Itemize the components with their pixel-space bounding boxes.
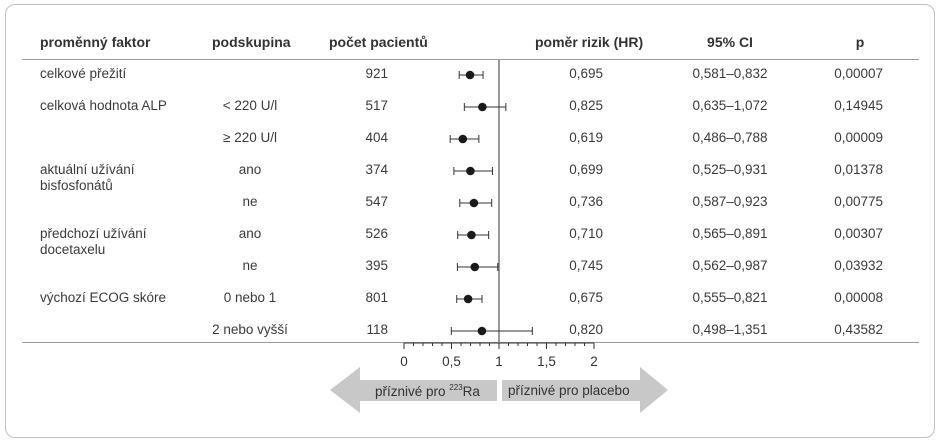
row-ci: 0,581–0,832 xyxy=(692,66,768,81)
row-ci: 0,635–1,072 xyxy=(692,98,768,113)
row-patients: 404 xyxy=(365,130,388,145)
favors-placebo-label: příznivé pro placebo xyxy=(508,383,630,398)
row-hr: 0,710 xyxy=(569,226,603,241)
table-frame xyxy=(5,4,935,438)
row-factor-line: předchozí užívání xyxy=(40,226,147,241)
row-ci: 0,562–0,987 xyxy=(692,258,768,273)
x-tick-label: 0,5 xyxy=(442,354,461,369)
header-hr: poměr rizik (HR) xyxy=(535,34,644,50)
row-hr: 0,745 xyxy=(569,258,603,273)
hr-point xyxy=(478,102,487,112)
hr-point xyxy=(470,262,480,272)
hr-point xyxy=(467,230,476,240)
header-subgroup: podskupina xyxy=(212,34,291,50)
row-hr: 0,736 xyxy=(569,194,603,209)
row-factor: předchozí užívání docetaxelu xyxy=(40,226,147,258)
row-factor: výchozí ECOG skóre xyxy=(40,290,166,306)
row-patients: 374 xyxy=(365,162,388,177)
row-subgroup: 2 nebo vyšší xyxy=(212,322,288,337)
header-patients: počet pacientů xyxy=(329,34,428,50)
row-subgroup: < 220 U/l xyxy=(222,98,278,113)
row-p: 0,00775 xyxy=(834,194,883,209)
row-hr: 0,695 xyxy=(569,66,603,81)
row-p: 0,03932 xyxy=(834,258,883,273)
row-patients: 517 xyxy=(365,98,388,113)
row-ci: 0,555–0,821 xyxy=(692,290,768,305)
row-hr: 0,675 xyxy=(569,290,603,305)
row-subgroup: 0 nebo 1 xyxy=(223,290,277,305)
row-hr: 0,699 xyxy=(569,162,603,177)
row-factor-line: docetaxelu xyxy=(40,242,106,257)
row-ci: 0,587–0,923 xyxy=(692,194,768,209)
row-p: 0,00307 xyxy=(834,226,883,241)
row-factor-line: aktuální užívání xyxy=(40,162,135,177)
hr-point xyxy=(458,134,468,144)
row-hr: 0,825 xyxy=(569,98,603,113)
hr-point xyxy=(465,70,475,80)
row-subgroup: ne xyxy=(242,258,258,273)
hr-point xyxy=(466,166,475,176)
row-factor: celkové přežití xyxy=(40,66,126,82)
row-ci: 0,565–0,891 xyxy=(692,226,768,241)
row-hr: 0,619 xyxy=(569,130,603,145)
x-tick-label: 0 xyxy=(400,354,408,369)
hr-point xyxy=(469,198,479,208)
favors-ra-suffix: Ra xyxy=(462,384,480,399)
favors-ra-text: příznivé pro xyxy=(375,384,450,399)
row-subgroup: ano xyxy=(238,226,262,241)
row-ci: 0,486–0,788 xyxy=(692,130,768,145)
row-patients: 547 xyxy=(365,194,388,209)
row-factor-line: celkové přežití xyxy=(40,66,127,81)
row-subgroup: ne xyxy=(242,194,258,209)
row-factor-line: celková hodnota ALP xyxy=(40,98,167,113)
row-ci: 0,498–1,351 xyxy=(692,322,768,337)
row-patients: 395 xyxy=(365,258,388,273)
x-tick-label: 1,5 xyxy=(537,354,556,369)
row-patients: 801 xyxy=(365,290,388,305)
arrow-left-favors-ra xyxy=(330,367,497,413)
row-factor: celková hodnota ALP xyxy=(40,98,167,114)
hr-point xyxy=(463,294,473,304)
arrow-right-favors-placebo xyxy=(502,367,668,413)
favors-ra-sup: 223 xyxy=(449,383,463,392)
row-p: 0,01378 xyxy=(834,162,883,177)
row-p: 0,00008 xyxy=(834,290,883,305)
favors-ra-label: příznivé pro 223Ra xyxy=(375,383,480,399)
row-subgroup: ano xyxy=(238,162,262,177)
row-factor-line: bisfosfonátů xyxy=(40,178,113,193)
row-ci: 0,525–0,931 xyxy=(692,162,768,177)
header-divider xyxy=(22,59,919,60)
row-subgroup: ≥ 220 U/l xyxy=(223,130,277,145)
row-p: 0,14945 xyxy=(834,98,883,113)
header-factor: proměnný faktor xyxy=(40,34,151,50)
hr-point xyxy=(477,326,487,336)
row-p: 0,43582 xyxy=(834,322,883,337)
x-tick-label: 1 xyxy=(495,354,503,369)
row-hr: 0,820 xyxy=(569,322,603,337)
row-patients: 526 xyxy=(365,226,388,241)
row-factor: aktuální užívání bisfosfonátů xyxy=(40,162,135,194)
header-ci: 95% CI xyxy=(707,34,753,50)
row-p: 0,00009 xyxy=(834,130,883,145)
row-patients: 921 xyxy=(365,66,388,81)
header-p: p xyxy=(855,34,865,50)
row-factor-line: výchozí ECOG skóre xyxy=(40,290,167,305)
row-patients: 118 xyxy=(366,322,388,337)
x-tick-label: 2 xyxy=(590,354,598,369)
row-p: 0,00007 xyxy=(834,66,883,81)
